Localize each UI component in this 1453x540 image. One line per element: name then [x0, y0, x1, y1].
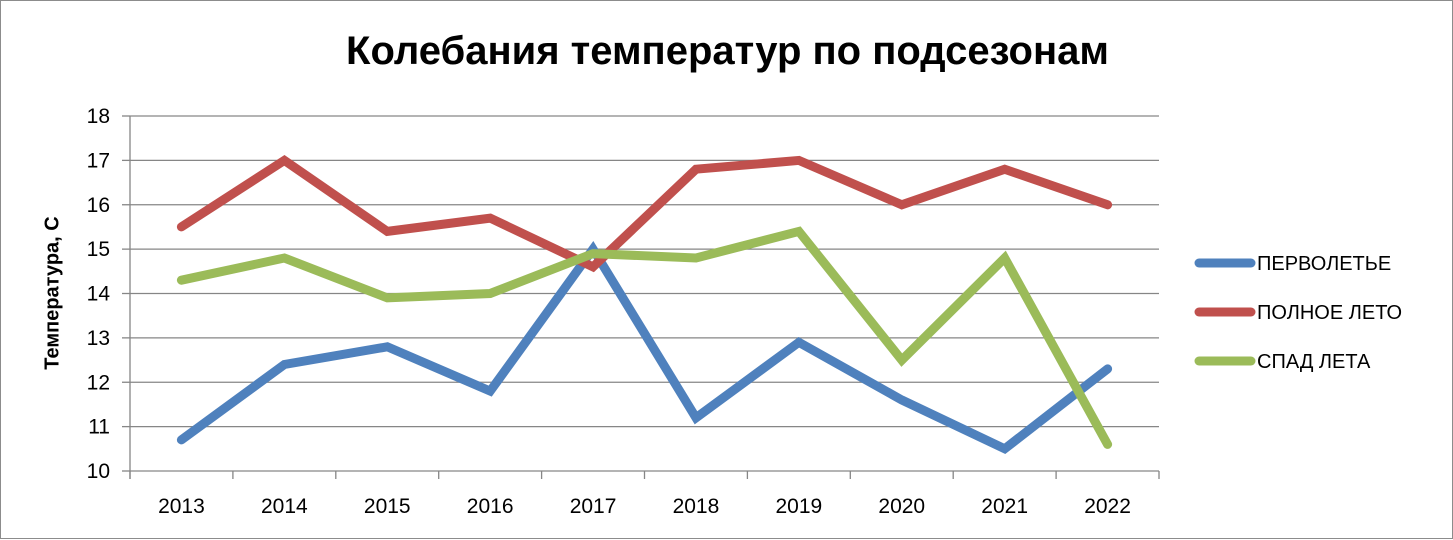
- x-tick-label-2018: 2018: [673, 495, 720, 518]
- chart-title: Колебания температур по подсезонам: [346, 29, 1109, 73]
- series-line-2: [176, 226, 1113, 449]
- legend-label-1: ПОЛНОЕ ЛЕТО: [1257, 302, 1402, 324]
- y-tick-label-18: 18: [87, 105, 110, 128]
- y-tick-label-13: 13: [87, 327, 110, 350]
- x-tick-label-2017: 2017: [570, 495, 617, 518]
- y-tick-label-14: 14: [87, 283, 111, 306]
- x-tick-label-2015: 2015: [364, 495, 411, 518]
- y-tick-label-17: 17: [87, 149, 110, 172]
- x-tick-label-2020: 2020: [878, 495, 925, 518]
- x-tick-label-2013: 2013: [158, 495, 205, 518]
- x-tick-label-2021: 2021: [981, 495, 1028, 518]
- y-tick-label-12: 12: [87, 371, 110, 394]
- legend-label-2: СПАД ЛЕТА: [1257, 351, 1371, 373]
- x-tick-label-2014: 2014: [261, 495, 308, 518]
- y-tick-label-11: 11: [88, 416, 110, 439]
- series-line-1: [176, 154, 1113, 273]
- legend-label-0: ПЕРВОЛЕТЬЕ: [1257, 253, 1391, 275]
- y-tick-label-10: 10: [87, 460, 110, 483]
- y-tick-label-15: 15: [87, 238, 110, 261]
- y-tick-label-16: 16: [87, 194, 110, 217]
- series-line-0: [176, 240, 1113, 455]
- x-tick-label-2016: 2016: [467, 495, 514, 518]
- x-tick-label-2019: 2019: [775, 495, 822, 518]
- x-tick-label-2022: 2022: [1084, 495, 1131, 518]
